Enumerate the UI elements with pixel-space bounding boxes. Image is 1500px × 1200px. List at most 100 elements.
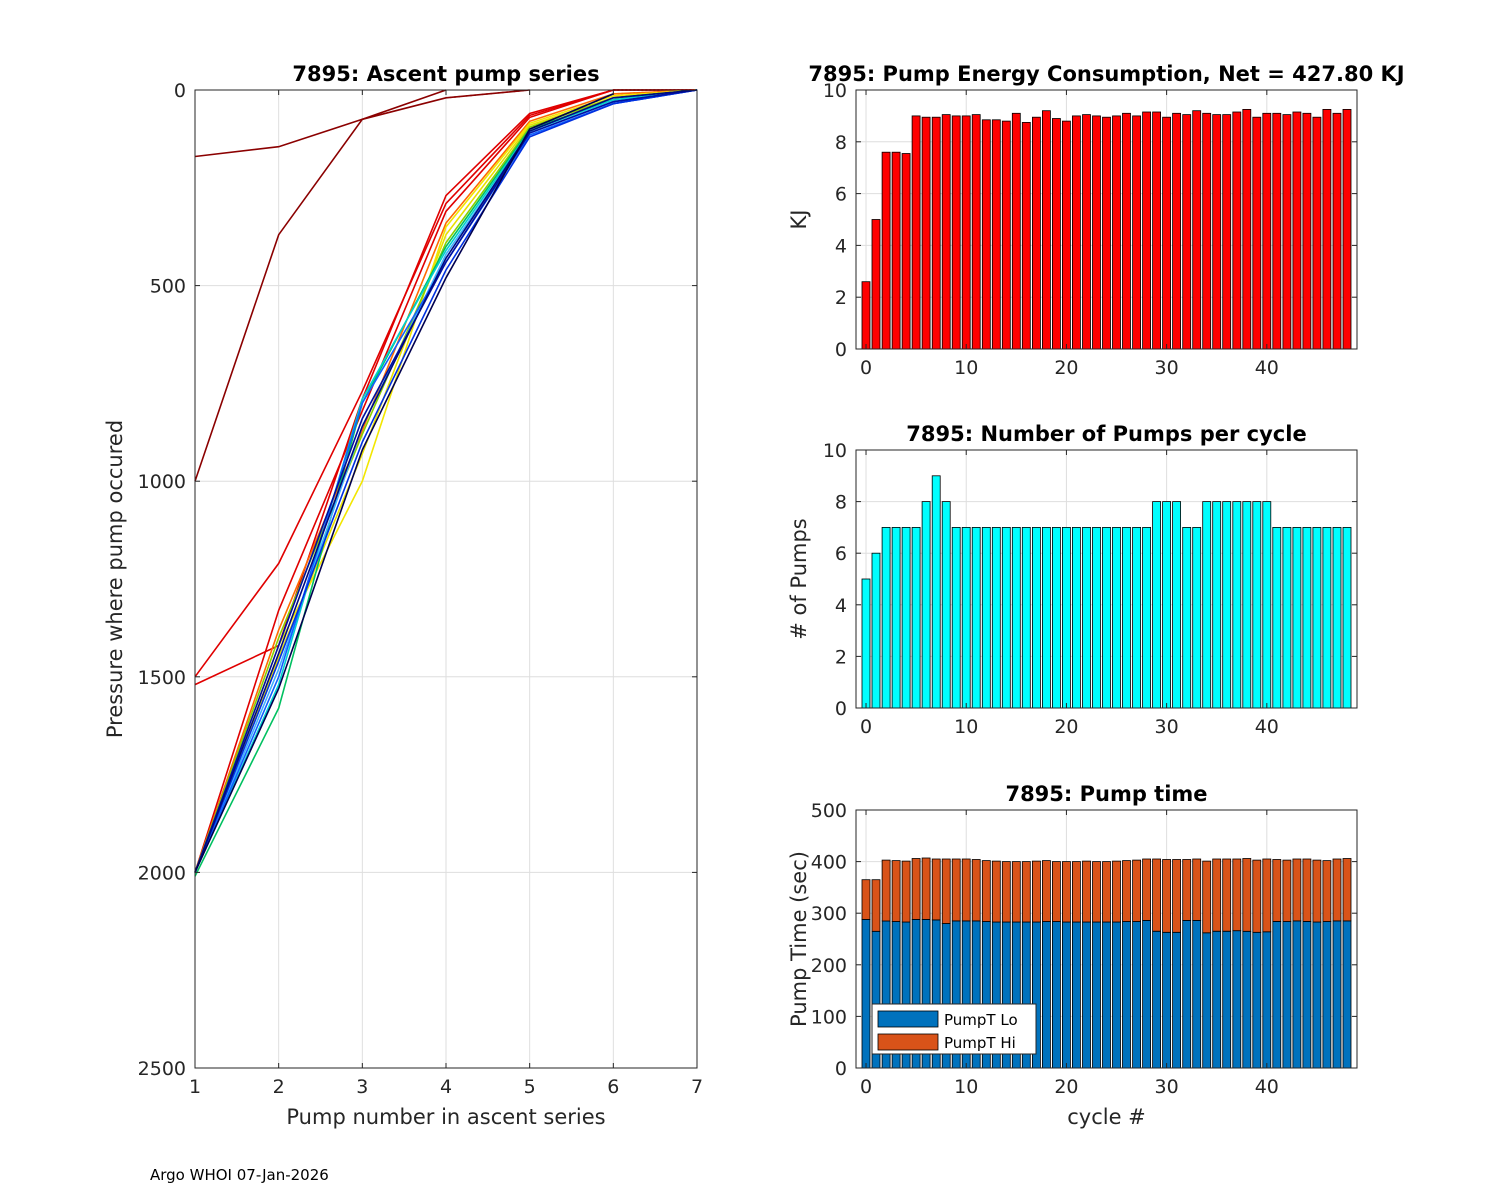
energy-bar <box>861 281 871 350</box>
x-tick-label: 4 <box>440 1076 452 1098</box>
x-tick-label: 10 <box>954 1076 978 1098</box>
y-axis-label: Pump Time (sec) <box>787 851 811 1027</box>
energy-bar <box>911 115 921 350</box>
pumps-bar <box>891 527 901 709</box>
energy-bar <box>1212 114 1222 350</box>
energy-bar <box>1062 120 1071 350</box>
pumptime-hi-bar <box>1282 859 1292 922</box>
x-tick-label: 6 <box>607 1076 619 1098</box>
pumptime-lo-bar <box>1292 920 1302 1069</box>
x-axis-label: cycle # <box>1067 1105 1146 1129</box>
energy-bar <box>971 114 981 350</box>
pumps-bar <box>1302 527 1312 709</box>
pumptime-lo-bar <box>1272 921 1282 1069</box>
pumptime-hi-bar <box>1132 859 1141 922</box>
pumptime-hi-bar <box>961 858 971 922</box>
y-tick-label: 100 <box>811 1006 847 1028</box>
ascent-series-line <box>194 89 698 873</box>
pumptime-hi-bar <box>1011 861 1021 923</box>
pumptime-lo-bar <box>1092 921 1101 1069</box>
y-axis-label: # of Pumps <box>787 518 811 640</box>
energy-bar <box>1021 122 1031 350</box>
y-tick-label: 8 <box>835 492 847 514</box>
pumptime-hi-bar <box>1272 859 1282 922</box>
energy-bar <box>1082 114 1091 350</box>
axes-box <box>855 449 1358 709</box>
energy-bar <box>871 219 881 350</box>
pumps-bar <box>1011 527 1021 709</box>
energy-bar <box>1282 114 1292 350</box>
pumps-bar <box>1112 527 1121 709</box>
pumps-bar <box>1312 527 1322 709</box>
x-tick-label: 10 <box>954 357 978 379</box>
ascent-pump-series-chart: 1 2 3 4 5 6 7 0 500 1000 1500 2000 2500 7895: Ascent … <box>103 62 703 1129</box>
pumps-bar <box>991 527 1001 709</box>
y-tick-label: 6 <box>835 543 847 565</box>
pumptime-lo-bar <box>1062 921 1071 1069</box>
y-tick-label: 500 <box>150 276 186 298</box>
y-tick-label: 400 <box>811 852 847 874</box>
pumps-bar <box>1202 501 1212 709</box>
pumptime-hi-bar <box>1142 858 1151 921</box>
y-tick-label: 2 <box>835 287 847 309</box>
pumptime-lo-bar <box>1172 931 1181 1069</box>
energy-bar <box>1042 110 1051 350</box>
pumptime-hi-bar <box>921 857 931 920</box>
energy-bar <box>1232 111 1242 350</box>
energy-bar <box>1252 116 1262 350</box>
pumps-bar <box>1252 501 1262 709</box>
pumptime-hi-bar <box>1222 858 1232 932</box>
pumps-bar <box>1282 527 1292 709</box>
pumps-bar <box>1232 501 1242 709</box>
pumptime-lo-bar <box>1122 921 1131 1069</box>
x-tick-label: 10 <box>954 716 978 738</box>
pumptime-hi-bar <box>1322 860 1332 922</box>
pumptime-hi-bar <box>1032 860 1041 923</box>
energy-bar <box>1102 116 1111 350</box>
pumps-bar <box>1332 527 1342 709</box>
energy-bar <box>941 114 951 350</box>
x-tick-label: 2 <box>273 1076 285 1098</box>
pumps-bar <box>1072 527 1081 709</box>
pumps-bar <box>1172 501 1181 709</box>
y-tick-label: 300 <box>811 903 847 925</box>
y-tick-label: 4 <box>835 595 847 617</box>
pumptime-hi-bar <box>881 859 891 922</box>
pumptime-hi-bar <box>971 859 981 922</box>
chart-title: 7895: Pump time <box>1005 782 1207 806</box>
pumps-bar <box>981 527 991 709</box>
x-tick-label: 20 <box>1054 357 1078 379</box>
pumptime-lo-bar <box>1342 920 1352 1069</box>
energy-bar <box>1262 112 1272 350</box>
chart-title: 7895: Number of Pumps per cycle <box>906 422 1306 446</box>
y-axis-label: Pressure where pump occured <box>103 420 127 738</box>
pumptime-lo-bar <box>1282 921 1292 1069</box>
pumptime-lo-bar <box>1142 920 1151 1069</box>
pumps-bar <box>1021 527 1031 709</box>
pumptime-lo-bar <box>1162 931 1171 1069</box>
energy-bar <box>1032 116 1041 350</box>
y-tick-label: 0 <box>835 339 847 361</box>
pumptime-hi-bar <box>1302 858 1312 922</box>
pumptime-hi-bar <box>911 858 921 920</box>
pumps-bar <box>1102 527 1111 709</box>
ascent-series-dotted-tail <box>529 93 614 130</box>
energy-bar <box>961 115 971 350</box>
energy-bar <box>1302 112 1312 350</box>
pumptime-hi-bar <box>1092 861 1101 923</box>
legend-swatch <box>877 1010 939 1028</box>
x-tick-label: 1 <box>189 1076 201 1098</box>
pumptime-hi-bar <box>1082 860 1091 923</box>
legend-label: PumpT Lo <box>944 1011 1018 1029</box>
pumps-bar <box>1082 527 1091 709</box>
pumps-bar <box>1242 501 1252 709</box>
y-tick-label: 6 <box>835 184 847 206</box>
pumptime-hi-bar <box>1202 860 1212 934</box>
energy-bar <box>951 115 961 350</box>
energy-bar <box>1292 111 1302 350</box>
y-tick-label: 4 <box>835 235 847 257</box>
pumps-bar <box>1322 527 1332 709</box>
energy-bar <box>921 116 931 350</box>
pumptime-hi-bar <box>1021 861 1031 923</box>
